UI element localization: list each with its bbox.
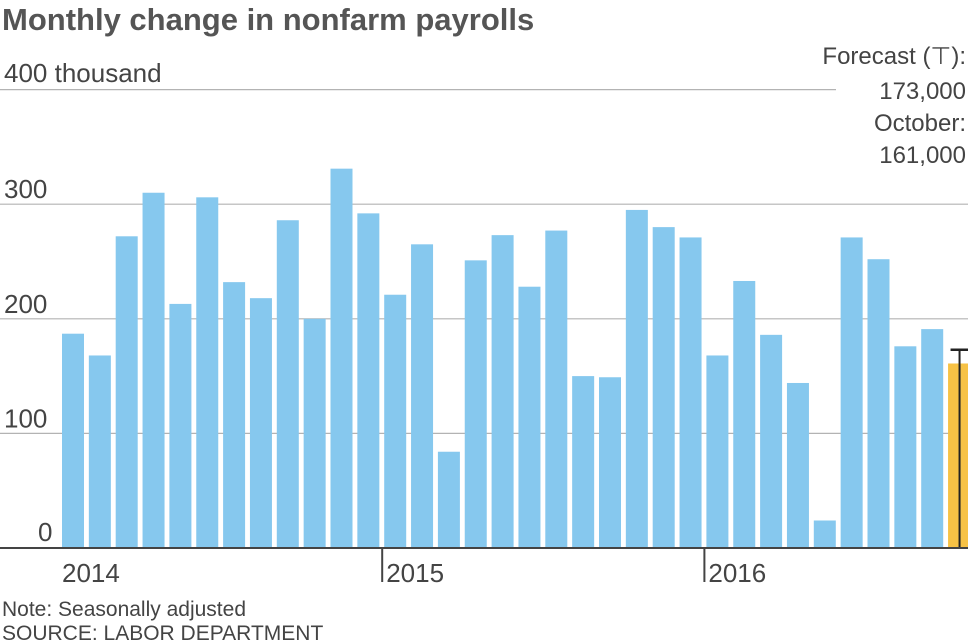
forecast-annotation: Forecast (⊤): 173,000 October: 161,000 bbox=[822, 43, 966, 169]
bar-2014-12 bbox=[357, 213, 380, 548]
bar-2016-07 bbox=[867, 259, 890, 548]
bar-2016-06 bbox=[840, 237, 863, 548]
bar-2014-04 bbox=[142, 192, 165, 549]
y-tick-label-100: 100 bbox=[4, 403, 47, 433]
bar-2015-01 bbox=[384, 294, 407, 548]
bar-2014-06 bbox=[196, 197, 219, 548]
y-tick-label-200: 200 bbox=[4, 289, 47, 319]
year-label-2016: 2016 bbox=[708, 558, 766, 588]
bar-2015-12 bbox=[679, 237, 702, 548]
bar-2014-08 bbox=[249, 298, 272, 548]
forecast-label: Forecast (⊤): bbox=[822, 43, 966, 70]
forecast-value-label: 173,000 bbox=[879, 78, 966, 105]
note-text: Note: Seasonally adjusted bbox=[2, 598, 246, 621]
bar-2014-01 bbox=[62, 333, 84, 548]
bar-2014-07 bbox=[223, 282, 246, 548]
bar-2014-05 bbox=[169, 303, 192, 548]
bar-2015-08 bbox=[572, 376, 595, 548]
bar-2016-09 bbox=[921, 329, 944, 548]
bar-2016-02 bbox=[733, 280, 756, 548]
bar-2016-08 bbox=[894, 346, 917, 548]
bar-2015-11 bbox=[652, 227, 675, 548]
bar-2015-04 bbox=[464, 260, 487, 548]
bar-2014-03 bbox=[115, 236, 138, 549]
y-tick-label-0: 0 bbox=[38, 517, 52, 547]
october-value-label: 161,000 bbox=[879, 142, 966, 169]
bar-2015-07 bbox=[545, 230, 568, 548]
bar-2016-05 bbox=[813, 520, 836, 548]
year-label-2014: 2014 bbox=[62, 558, 120, 588]
year-label-2015: 2015 bbox=[386, 558, 444, 588]
bar-2016-01 bbox=[706, 355, 729, 548]
bar-2015-10 bbox=[625, 209, 648, 548]
october-label: October: bbox=[874, 110, 966, 137]
y-tick-label-400: 400 thousand bbox=[4, 58, 162, 88]
bar-2016-04 bbox=[786, 382, 809, 548]
bars bbox=[62, 168, 968, 549]
bar-2016-03 bbox=[760, 334, 783, 548]
bar-2015-05 bbox=[491, 235, 514, 548]
bar-2014-10 bbox=[303, 318, 326, 548]
bar-2016-10 bbox=[948, 363, 968, 548]
bar-2014-09 bbox=[276, 220, 299, 549]
bar-2015-02 bbox=[411, 244, 434, 548]
bar-2015-06 bbox=[518, 286, 541, 548]
forecast-marker bbox=[950, 348, 968, 548]
y-axis-labels: 0 100 200 300 400 thousand bbox=[4, 58, 162, 547]
chart-title: Monthly change in nonfarm payrolls bbox=[2, 2, 534, 37]
x-axis: 2014 2015 2016 bbox=[0, 547, 968, 588]
bar-2014-02 bbox=[88, 355, 111, 548]
bar-2014-11 bbox=[330, 168, 353, 549]
bar-2015-03 bbox=[437, 451, 460, 548]
y-tick-label-300: 300 bbox=[4, 174, 47, 204]
bar-2015-09 bbox=[599, 377, 621, 548]
source-text: SOURCE: LABOR DEPARTMENT bbox=[2, 622, 323, 644]
